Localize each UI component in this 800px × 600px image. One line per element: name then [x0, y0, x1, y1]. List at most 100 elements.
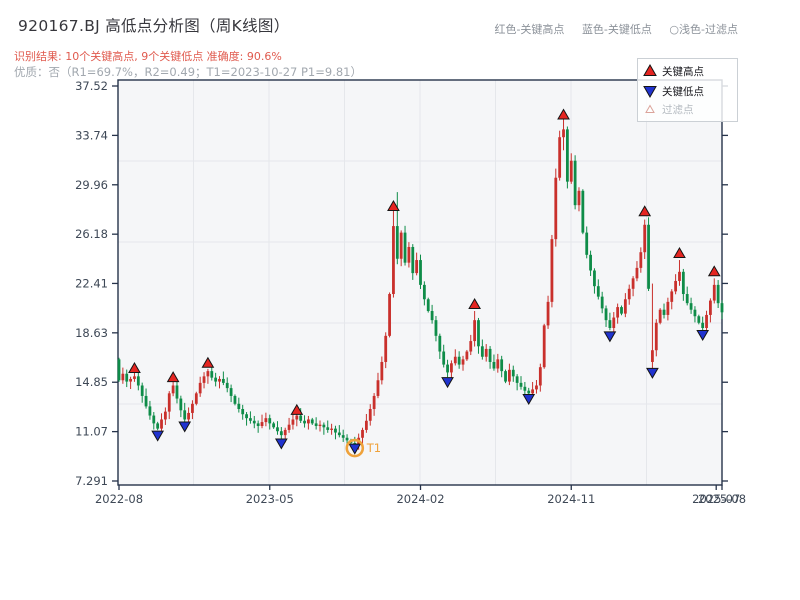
candle-body [144, 395, 148, 407]
candle-body [268, 418, 272, 424]
candle-body [187, 412, 190, 420]
candle-body [229, 388, 233, 396]
candle-body [593, 270, 596, 287]
key-low-marker [178, 421, 192, 433]
candle-body [596, 286, 600, 297]
y-tick-label: 7.291 [75, 474, 108, 488]
candle-body [585, 232, 589, 255]
key-high-marker [387, 199, 400, 211]
y-tick-label: 37.52 [75, 79, 108, 93]
candle-body [523, 386, 527, 391]
candle-body [303, 420, 306, 424]
candle-body [225, 382, 229, 389]
key-high-marker [128, 362, 141, 374]
color-key-note: 红色-关键高点 蓝色-关键低点 ○浅色-过滤点 [494, 21, 738, 37]
y-tick-label: 29.96 [75, 178, 108, 192]
y-tick-label: 33.74 [75, 128, 108, 142]
candle-body [527, 390, 531, 394]
candle-body [461, 359, 465, 365]
key-point-markers [128, 108, 721, 455]
key-low-marker [274, 438, 288, 450]
candle-body [330, 428, 333, 430]
candle-body [314, 423, 318, 427]
candle-body [647, 224, 650, 289]
candle-body [422, 284, 426, 300]
candle-body [368, 409, 372, 421]
key-low-marker [441, 377, 454, 389]
candle-body [678, 271, 681, 281]
t1-label: T1 [366, 441, 381, 455]
color-key-high: 红色-关键高点 [494, 23, 565, 36]
candle-body [202, 376, 206, 383]
candle-body [577, 190, 581, 206]
candle-body [140, 385, 144, 396]
candle-body [484, 348, 488, 357]
candle-body [651, 350, 654, 362]
candle-body [492, 361, 496, 369]
candle-body [473, 320, 477, 342]
candle-body [674, 280, 678, 292]
recognition-result-line: 识别结果: 10个关键高点, 9个关键低点 准确度: 90.6% [14, 50, 282, 63]
candle-body [191, 403, 194, 413]
candle-body [720, 303, 724, 313]
candle-body [237, 403, 241, 410]
x-tick-label: 2022-08 [95, 492, 143, 506]
candle-body [450, 363, 453, 373]
candle-body [616, 307, 620, 318]
candle-body [465, 351, 469, 360]
candle-body [581, 190, 585, 233]
candle-body [152, 415, 156, 424]
candle-body [121, 373, 125, 381]
candle-body [279, 431, 283, 436]
candle-body [554, 177, 558, 240]
candle-body [446, 364, 449, 373]
key-high-marker [557, 108, 570, 120]
candle-body [403, 232, 407, 263]
candle-body [264, 418, 268, 423]
candle-body [276, 427, 279, 432]
y-tick-label: 18.63 [75, 326, 108, 340]
candle-body [392, 226, 395, 295]
quality-line: 优质：否（R1=69.7%，R2=0.49；T1=2023-10-27 P1=9… [14, 65, 362, 79]
candle-body [519, 382, 523, 387]
candle-body [117, 359, 121, 381]
candle-body [693, 309, 697, 317]
key-high-marker [673, 247, 686, 259]
candle-body [681, 271, 685, 295]
candle-body [712, 284, 716, 301]
candle-body [689, 303, 693, 310]
candle-body [399, 232, 403, 259]
legend-key-high-icon [643, 63, 657, 76]
candle-body [565, 129, 569, 182]
candle-body [388, 294, 391, 336]
key-low-marker [646, 367, 659, 379]
candle-body [569, 160, 573, 182]
candle-body [654, 322, 658, 351]
candle-body [612, 317, 616, 328]
t1-ring [345, 438, 365, 458]
candle-body [287, 424, 291, 430]
candle-body [535, 385, 538, 390]
candle-body [623, 299, 627, 314]
candle-body [125, 373, 129, 382]
color-key-filter: ○浅色-过滤点 [669, 23, 738, 36]
candle-body [620, 307, 623, 314]
x-tick-label: 2025-08 [698, 492, 746, 506]
candle-body [604, 308, 608, 321]
candle-body [218, 378, 221, 382]
legend-filtered-label: 过滤点 [662, 103, 694, 116]
candle-body [419, 260, 422, 285]
candle-body [631, 278, 635, 289]
legend-key-low-label: 关键低点 [662, 85, 704, 98]
candle-body [307, 419, 310, 424]
candle-body [662, 309, 666, 315]
candle-body [221, 378, 225, 383]
candle-body [709, 300, 712, 315]
candle-body [395, 226, 399, 259]
x-tick-label: 2024-11 [547, 492, 595, 506]
candle-body [685, 294, 689, 304]
color-key-low: 蓝色-关键低点 [581, 23, 652, 36]
x-tick-label: 2025-07 [692, 492, 740, 506]
candle-body [210, 371, 214, 378]
candle-body [573, 160, 577, 206]
